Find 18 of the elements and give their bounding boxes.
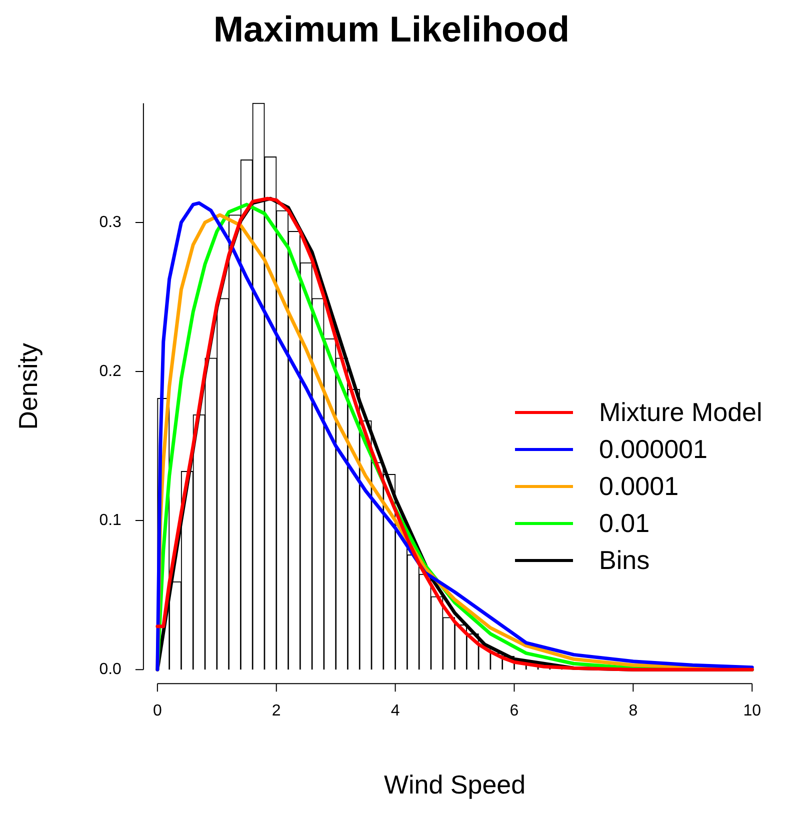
x-tick-label: 0 bbox=[152, 702, 162, 720]
x-axis-title: Wind Speed bbox=[384, 770, 526, 800]
x-tick-label: 6 bbox=[510, 702, 519, 720]
y-axis-title: Density bbox=[12, 343, 43, 430]
legend-label: Mixture Model bbox=[599, 396, 762, 429]
chart-title: Maximum Likelihood bbox=[213, 8, 570, 50]
y-tick-label: 0.2 bbox=[99, 362, 122, 380]
x-tick-label: 8 bbox=[628, 702, 638, 720]
x-tick-label: 2 bbox=[272, 702, 281, 720]
legend-label: 0.01 bbox=[599, 507, 650, 540]
x-tick-label: 10 bbox=[743, 702, 762, 720]
legend-label: 0.0001 bbox=[599, 470, 679, 503]
y-tick-label: 0.3 bbox=[99, 214, 122, 231]
y-tick-label: 0.0 bbox=[99, 661, 122, 678]
legend-label: Bins bbox=[599, 544, 650, 577]
legend-label: 0.000001 bbox=[599, 433, 708, 466]
y-tick-label: 0.1 bbox=[99, 512, 122, 529]
x-tick-label: 4 bbox=[390, 702, 400, 720]
